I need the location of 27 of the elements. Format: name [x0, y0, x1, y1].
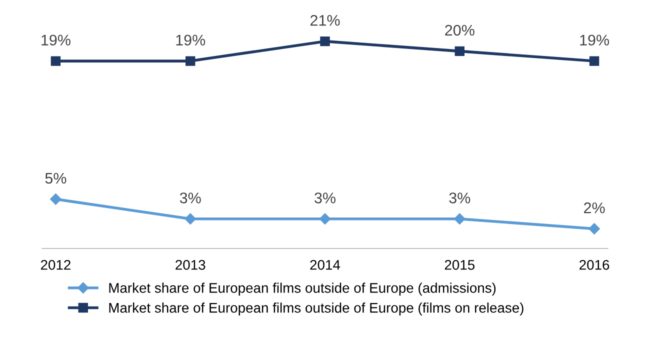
data-label: 5%	[45, 172, 66, 184]
point	[50, 194, 62, 205]
data-label: 3%	[449, 192, 470, 204]
point	[184, 213, 196, 225]
x-tick-label: 2015	[444, 260, 475, 270]
legend-label: Market share of European films outside of Europe (admissions)	[109, 282, 496, 296]
data-label: 19%	[176, 34, 206, 46]
data-label: 20%	[445, 24, 474, 36]
data-label: 3%	[314, 192, 336, 204]
point	[588, 223, 600, 234]
data-label: 21%	[310, 14, 340, 26]
point	[454, 46, 465, 56]
legend-label: Market share of European films outside of Europe (films on release)	[109, 302, 524, 316]
x-tick-label: 2014	[310, 260, 340, 270]
point	[589, 56, 600, 66]
point	[50, 56, 61, 66]
point	[454, 213, 466, 225]
point	[319, 213, 331, 225]
point	[185, 56, 196, 66]
data-label: 2%	[584, 202, 605, 214]
data-label: 19%	[580, 34, 610, 46]
x-tick-label: 2012	[40, 260, 70, 270]
data-label: 3%	[180, 192, 201, 204]
x-tick-label: 2016	[580, 260, 610, 270]
x-tick-label: 2013	[176, 260, 206, 270]
point	[320, 36, 330, 46]
data-label: 19%	[42, 34, 70, 46]
